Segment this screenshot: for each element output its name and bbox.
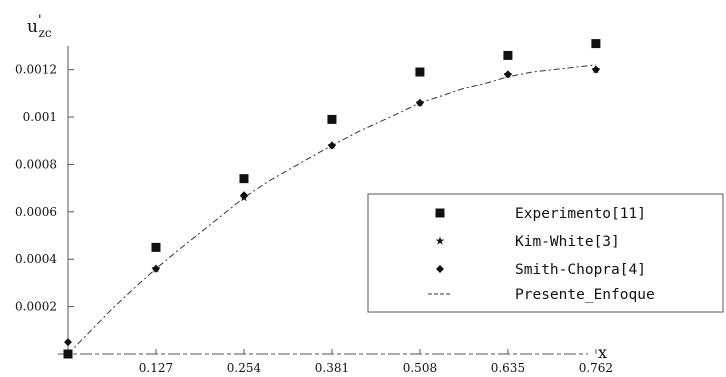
y-axis-title-base: u	[27, 17, 38, 37]
legend-label-experimento-11: Experimento[11]	[515, 206, 646, 222]
data-point-experimento-11	[591, 39, 601, 49]
data-point-smith-chopra-4	[151, 264, 160, 273]
legend-label-kim-white-3: Kim-White[3]	[515, 234, 620, 250]
y-tick-label: 0.0012	[15, 63, 57, 77]
data-point-experimento-11	[415, 67, 425, 77]
data-point-smith-chopra-4	[503, 70, 512, 79]
legend-box	[367, 193, 724, 313]
data-point-smith-chopra-4	[591, 65, 600, 74]
data-point-experimento-11	[151, 242, 161, 252]
legend-label-smith-chopra-4: Smith-Chopra[4]	[515, 262, 646, 278]
data-point-experimento-11	[239, 174, 249, 184]
plot-area: 0.127 0.254 0.381 0.508 0.635 0.762 0.00020.0…	[15, 39, 613, 375]
legend-swatch-smith-chopra-4	[436, 265, 444, 273]
x-tick-label: 0.508	[403, 361, 437, 375]
x-tick-label: 0.127	[139, 361, 173, 375]
y-tick-label: 0.0008	[15, 157, 57, 171]
y-tick-label: 0.001	[23, 110, 57, 124]
marks-layer	[63, 39, 601, 359]
x-tick-label: 0.381	[315, 361, 349, 375]
data-point-smith-chopra-4	[327, 141, 336, 150]
data-point-kim-white-3	[63, 349, 73, 358]
legend: Experimento[11] Kim-White[3] Smith-Chopra[…	[367, 193, 724, 313]
legend-swatch-experimento-11	[435, 208, 445, 218]
legend-items: Experimento[11] Kim-White[3] Smith-Chopra[…	[428, 206, 655, 303]
y-ticks: 0.0002 0.0004 0.0006 0.0008 0.001 0.0012	[15, 63, 74, 314]
y-tick-label: 0.0002	[15, 300, 57, 314]
y-axis-title-sub: zc	[39, 26, 52, 40]
y-axis-title-mark: '	[38, 13, 42, 28]
x-tick-label: 0.762	[579, 361, 613, 375]
y-tick-label: 0.0004	[15, 252, 57, 266]
legend-label-presente-enfoque: Presente_Enfoque	[515, 287, 655, 303]
data-point-smith-chopra-4	[239, 191, 248, 200]
y-axis-title: u' zc	[27, 13, 52, 40]
x-ticks: 0.127 0.254 0.381 0.508 0.635 0.762	[139, 349, 613, 375]
data-point-smith-chopra-4	[64, 338, 72, 347]
data-point-smith-chopra-4	[415, 98, 424, 107]
x-tick-label: 0.635	[491, 361, 525, 375]
data-point-experimento-11	[503, 50, 513, 60]
x-axis-title: x	[598, 343, 607, 362]
x-tick-label: 0.254	[227, 361, 262, 375]
data-point-experimento-11	[327, 114, 337, 124]
y-tick-label: 0.0006	[15, 205, 57, 219]
legend-swatch-kim-white-3	[435, 236, 445, 245]
